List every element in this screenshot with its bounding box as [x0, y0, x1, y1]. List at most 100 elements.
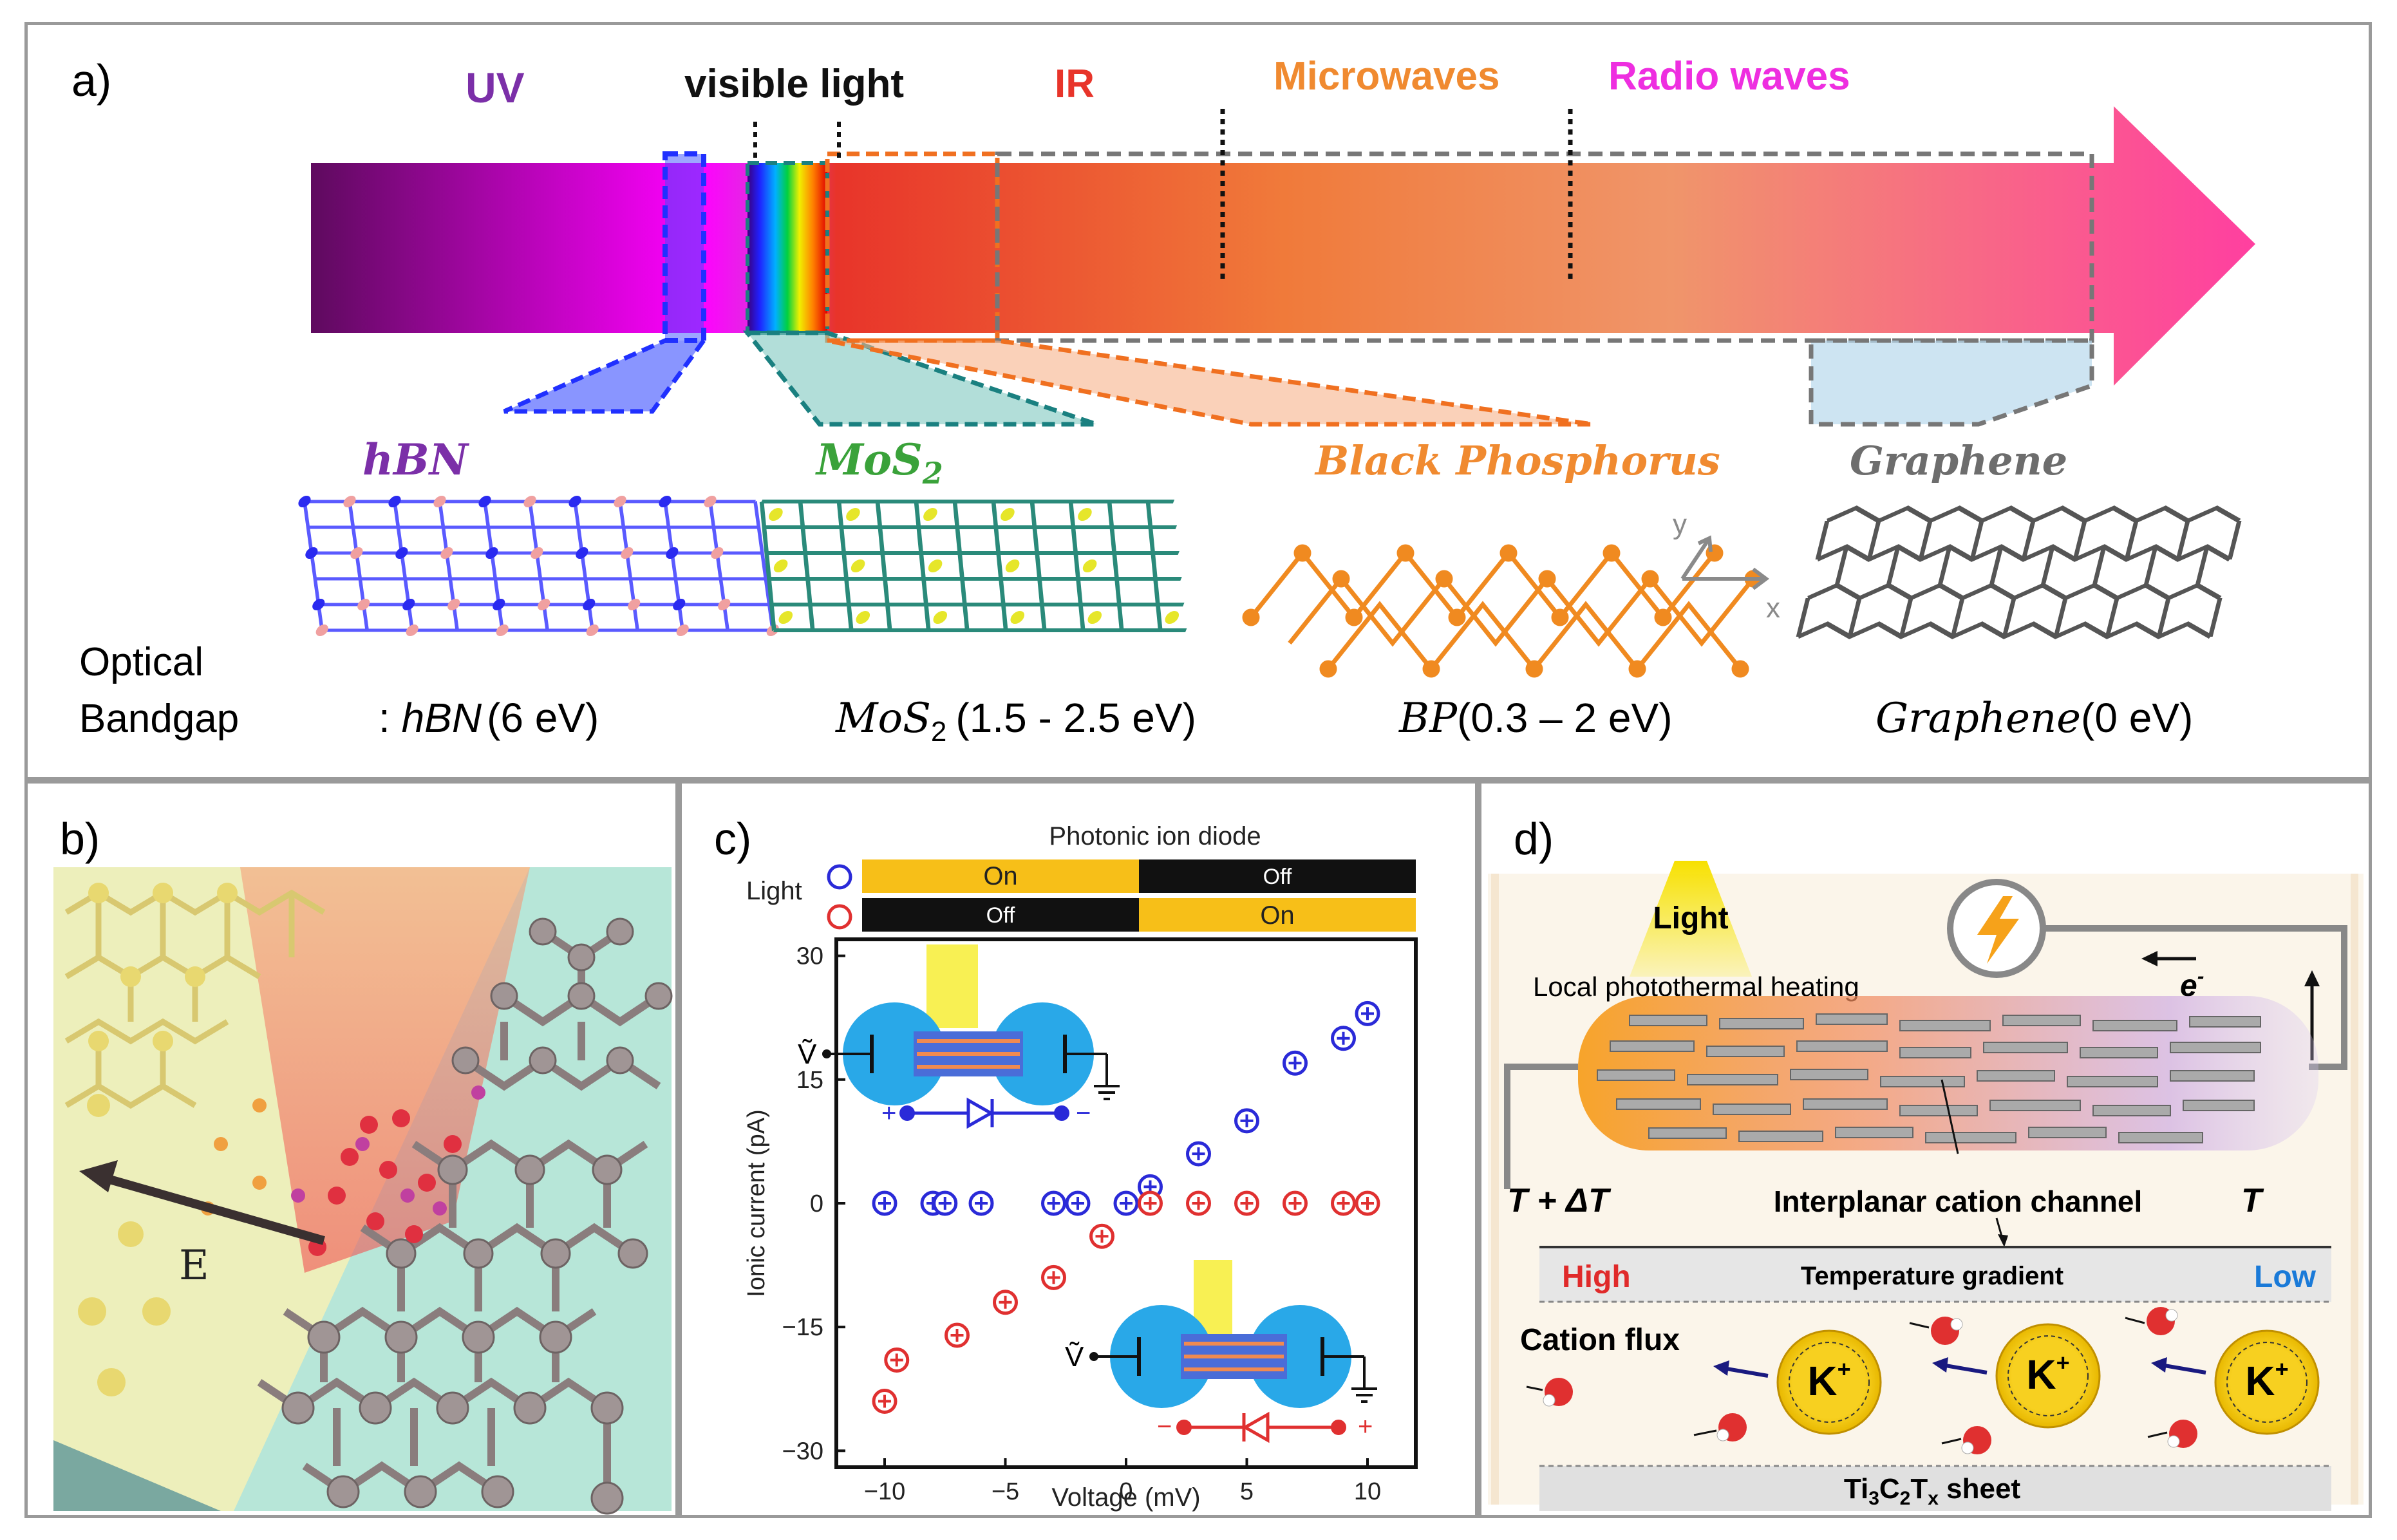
band-radio: Radio waves [1608, 54, 1850, 99]
water-molecules [1543, 1307, 2197, 1454]
x-tick-label: −5 [992, 1478, 1019, 1505]
bandgap-title-1: Optical [79, 640, 203, 684]
low-label: Low [2254, 1260, 2317, 1294]
state-blue-off [1139, 859, 1416, 893]
minus-top: − [1076, 1099, 1091, 1127]
bandgap-mos2: MoS2 (1.5 - 2.5 eV) [835, 695, 1196, 747]
x-axis-label: Voltage (mV) [1051, 1483, 1200, 1512]
data-point-blue [1041, 1190, 1066, 1216]
v-tilde-bottom: Ṽ [1065, 1340, 1084, 1373]
x-tick-label: 0 [1119, 1478, 1133, 1505]
panel-c-label: c) [714, 814, 751, 864]
material-bp: Black Phosphorus [1314, 437, 1720, 484]
material-hbn: hBN [362, 435, 470, 485]
k-ion-1: K+ [1807, 1356, 1850, 1404]
panel-c: c) Photonic ion diode Light On Off Off O… [679, 780, 1478, 1518]
high-label: High [1562, 1260, 1631, 1294]
ionic-current-chart: c) Photonic ion diode Light On Off Off O… [714, 814, 1418, 1512]
legend-blue [827, 864, 852, 890]
chart-axes: −10 −5 0 5 10 30 15 0 −15 −30 [782, 943, 1382, 1505]
data-point-blue [1113, 1190, 1139, 1216]
data-point-red [1283, 1190, 1308, 1216]
y-tick-label: 15 [796, 1067, 823, 1094]
data-point-blue [1186, 1141, 1211, 1167]
chart-points [872, 1000, 1380, 1414]
yellow-lattice [64, 889, 326, 1109]
band-visible: visible light [684, 62, 904, 106]
data-point-red [1234, 1190, 1259, 1216]
visible-band [747, 163, 827, 333]
y-tick-label: −30 [782, 1438, 823, 1465]
gradient-label: Temperature gradient [1801, 1262, 2063, 1290]
bandgap-graphene: Graphene(0 eV) [1875, 695, 2193, 742]
inset-bottom: Ṽ − + [1065, 1260, 1377, 1443]
graphene-field-figure: b) E [53, 814, 673, 1515]
gradient-bar [1539, 1247, 2331, 1302]
flux-arrows [1722, 1363, 2206, 1378]
state-blue-on-label: On [983, 862, 1017, 890]
data-point-red [872, 1389, 898, 1414]
data-point-blue [1355, 1000, 1380, 1026]
t-cold: T [2241, 1182, 2264, 1219]
y-axis-label: Ionic current (pA) [743, 1109, 770, 1297]
mxene-flakes [1597, 1013, 2261, 1143]
data-point-red [1355, 1190, 1380, 1216]
light-label: Light [746, 877, 802, 905]
plus-bottom: + [1358, 1413, 1373, 1441]
bandgap-hbn: : hBN (6 eV) [379, 695, 599, 741]
v-tilde-top: Ṽ [798, 1038, 817, 1070]
band-ir: IR [1055, 62, 1095, 106]
k-ion-2: K+ [2026, 1349, 2069, 1398]
y-tick-label: 30 [796, 943, 823, 970]
data-point-red [884, 1347, 910, 1373]
panel-b: b) E [24, 780, 679, 1518]
channel-label: Interplanar cation channel [1774, 1185, 2143, 1218]
sheet-label: Ti3C2Tx sheet [1844, 1473, 2021, 1509]
band-uv: UV [465, 64, 525, 111]
state-blue-on [862, 859, 1139, 893]
field-label: E [179, 1242, 209, 1290]
bp-lattice [1242, 544, 1762, 678]
data-point-red [993, 1290, 1018, 1315]
x-tick-label: −10 [864, 1478, 905, 1505]
diode-title: Photonic ion diode [1049, 822, 1261, 850]
state-red-off [862, 898, 1139, 932]
state-red-on-label: On [1260, 901, 1294, 930]
data-point-red [1041, 1264, 1066, 1290]
material-graphene: Graphene [1850, 437, 2067, 484]
field-arrow [79, 1160, 325, 1245]
cation-flux-label: Cation flux [1520, 1323, 1680, 1357]
data-point-red [1331, 1190, 1356, 1216]
y-tick-label: 0 [810, 1190, 823, 1217]
panel-d-label: d) [1514, 814, 1554, 864]
material-mos2: MoS2 [815, 435, 943, 491]
data-point-red [1138, 1190, 1163, 1216]
mxene-sheet [1539, 1466, 2331, 1511]
mos2-lattice [759, 500, 1187, 632]
data-point-blue [1234, 1108, 1259, 1134]
k-ion-3: K+ [2245, 1356, 2288, 1404]
axis-x: x [1766, 592, 1780, 624]
panel-a: a) UV visible light IR Microwaves Radio … [24, 22, 2372, 780]
light-text: Light [1653, 901, 1728, 935]
data-point-blue [968, 1190, 994, 1216]
hbn-lattice [298, 496, 779, 636]
data-point-blue [1331, 1026, 1356, 1051]
data-point-red [945, 1322, 970, 1348]
thermal-channel-figure: d) Light e- Local photothermal heating T… [1488, 814, 2364, 1511]
panel-a-label: a) [71, 55, 111, 106]
minus-bottom: − [1157, 1413, 1172, 1441]
data-point-blue [872, 1190, 898, 1216]
x-tick-label: 10 [1354, 1478, 1381, 1505]
data-point-blue [1283, 1050, 1308, 1076]
state-blue-off-label: Off [1263, 865, 1292, 889]
k-ions [1776, 1323, 2320, 1435]
graphene-lattice [1796, 505, 2242, 639]
panel-d: d) Light e- Local photothermal heating T… [1478, 780, 2372, 1518]
panel-b-label: b) [60, 814, 100, 864]
data-point-red [1186, 1190, 1211, 1216]
band-microwaves: Microwaves [1274, 54, 1500, 99]
spectrum-figure: a) UV visible light IR Microwaves Radio … [71, 54, 2255, 747]
y-tick-label: −15 [782, 1314, 823, 1341]
data-point-blue [1065, 1190, 1091, 1216]
